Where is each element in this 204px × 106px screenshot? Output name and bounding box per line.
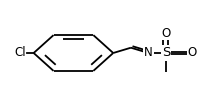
Text: O: O <box>161 27 171 40</box>
Text: S: S <box>162 47 170 59</box>
Text: O: O <box>188 47 197 59</box>
Text: Cl: Cl <box>14 47 26 59</box>
Text: N: N <box>144 47 153 59</box>
